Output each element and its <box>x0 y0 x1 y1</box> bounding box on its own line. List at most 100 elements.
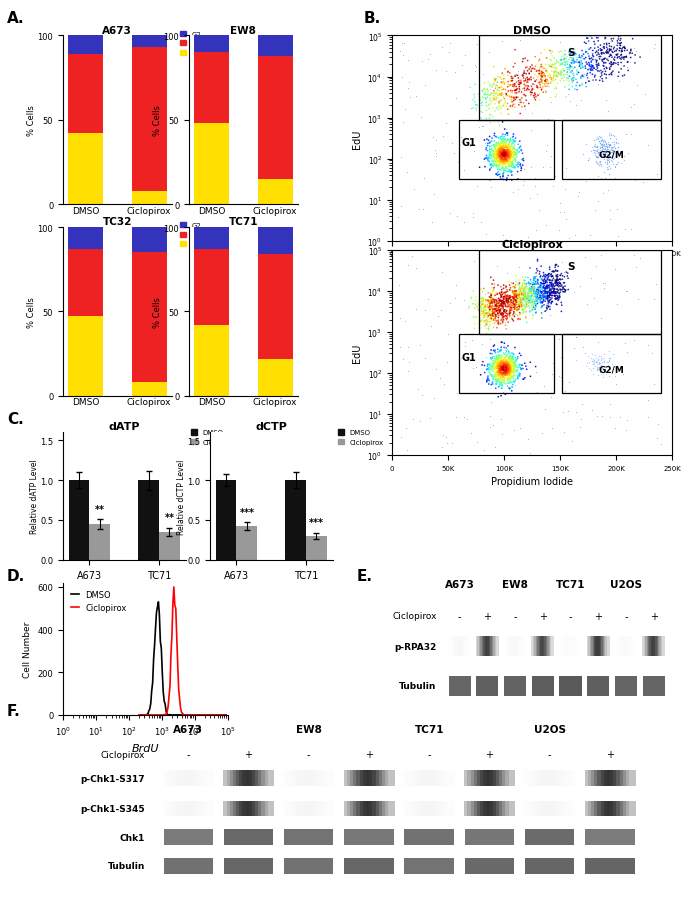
Point <box>487 145 498 159</box>
Point <box>496 375 507 390</box>
Point <box>514 287 526 302</box>
Point <box>561 72 573 87</box>
Point <box>561 53 572 67</box>
Point <box>596 359 608 374</box>
Point <box>518 305 529 320</box>
Point <box>494 372 505 386</box>
Point <box>608 140 619 155</box>
Point <box>494 365 505 380</box>
Point <box>545 278 556 292</box>
Point <box>509 375 520 390</box>
Point <box>496 354 507 369</box>
Point <box>599 156 610 170</box>
Point <box>509 70 520 85</box>
Point <box>475 111 486 126</box>
Point <box>528 281 539 295</box>
Bar <box>593 636 596 657</box>
Point <box>580 56 592 70</box>
Point <box>530 75 541 89</box>
Bar <box>167 771 173 786</box>
Text: E.: E. <box>357 568 373 583</box>
Point <box>609 369 620 384</box>
Point <box>592 143 603 158</box>
Point <box>531 65 542 79</box>
Point <box>564 58 575 73</box>
Point <box>494 359 505 374</box>
Point <box>501 360 512 374</box>
Point <box>478 304 489 319</box>
Bar <box>354 801 360 816</box>
Point <box>591 56 602 70</box>
Bar <box>372 771 379 786</box>
Point <box>501 294 512 309</box>
Bar <box>617 771 623 786</box>
Point <box>499 149 510 164</box>
Point <box>491 359 503 374</box>
Point <box>594 146 605 160</box>
Point <box>604 43 615 57</box>
Point <box>477 297 488 312</box>
Point <box>598 144 609 159</box>
Bar <box>496 801 503 816</box>
Bar <box>562 636 565 657</box>
Point <box>488 312 499 327</box>
Point <box>535 279 546 293</box>
Point <box>504 153 515 168</box>
Point <box>585 29 596 44</box>
Point <box>558 54 569 68</box>
Point <box>489 365 500 380</box>
Point <box>610 141 621 156</box>
Point <box>505 134 516 148</box>
Point <box>468 88 480 103</box>
Point <box>545 280 556 294</box>
Point <box>606 68 617 83</box>
Point <box>532 277 543 292</box>
Point <box>597 55 608 69</box>
Point <box>489 356 500 371</box>
Point <box>520 360 531 374</box>
Point <box>497 161 508 176</box>
Point <box>481 141 492 156</box>
Point <box>503 282 514 297</box>
Point <box>498 173 509 188</box>
Point <box>595 148 606 162</box>
Point <box>531 90 542 105</box>
Point <box>538 295 549 310</box>
FancyBboxPatch shape <box>405 829 454 845</box>
Point <box>514 285 525 300</box>
Point <box>469 91 480 106</box>
Point <box>422 53 433 67</box>
Point <box>460 339 471 353</box>
Point <box>505 147 517 161</box>
Point <box>500 368 512 383</box>
Point <box>505 165 516 179</box>
Point <box>529 68 540 83</box>
Point <box>609 45 620 59</box>
Point <box>522 74 533 88</box>
Point <box>599 146 610 160</box>
Point <box>498 310 509 324</box>
Point <box>603 127 615 141</box>
Point <box>516 86 527 100</box>
Point <box>606 128 617 143</box>
Point <box>539 272 550 287</box>
Point <box>548 67 559 81</box>
Legend: G2, S, G1: G2, S, G1 <box>181 223 202 248</box>
Point <box>499 123 510 138</box>
Point <box>456 130 467 145</box>
Point <box>573 56 584 70</box>
Point <box>514 367 526 382</box>
Bar <box>312 771 318 786</box>
Bar <box>537 801 543 816</box>
Point <box>521 84 532 98</box>
Point <box>495 143 506 158</box>
Point <box>604 149 615 164</box>
Point <box>598 63 610 77</box>
Point <box>495 366 506 381</box>
Point <box>496 291 507 305</box>
Point <box>496 306 507 321</box>
Point <box>498 375 510 390</box>
Point <box>493 155 504 169</box>
Point <box>494 145 505 159</box>
Point <box>535 271 546 285</box>
